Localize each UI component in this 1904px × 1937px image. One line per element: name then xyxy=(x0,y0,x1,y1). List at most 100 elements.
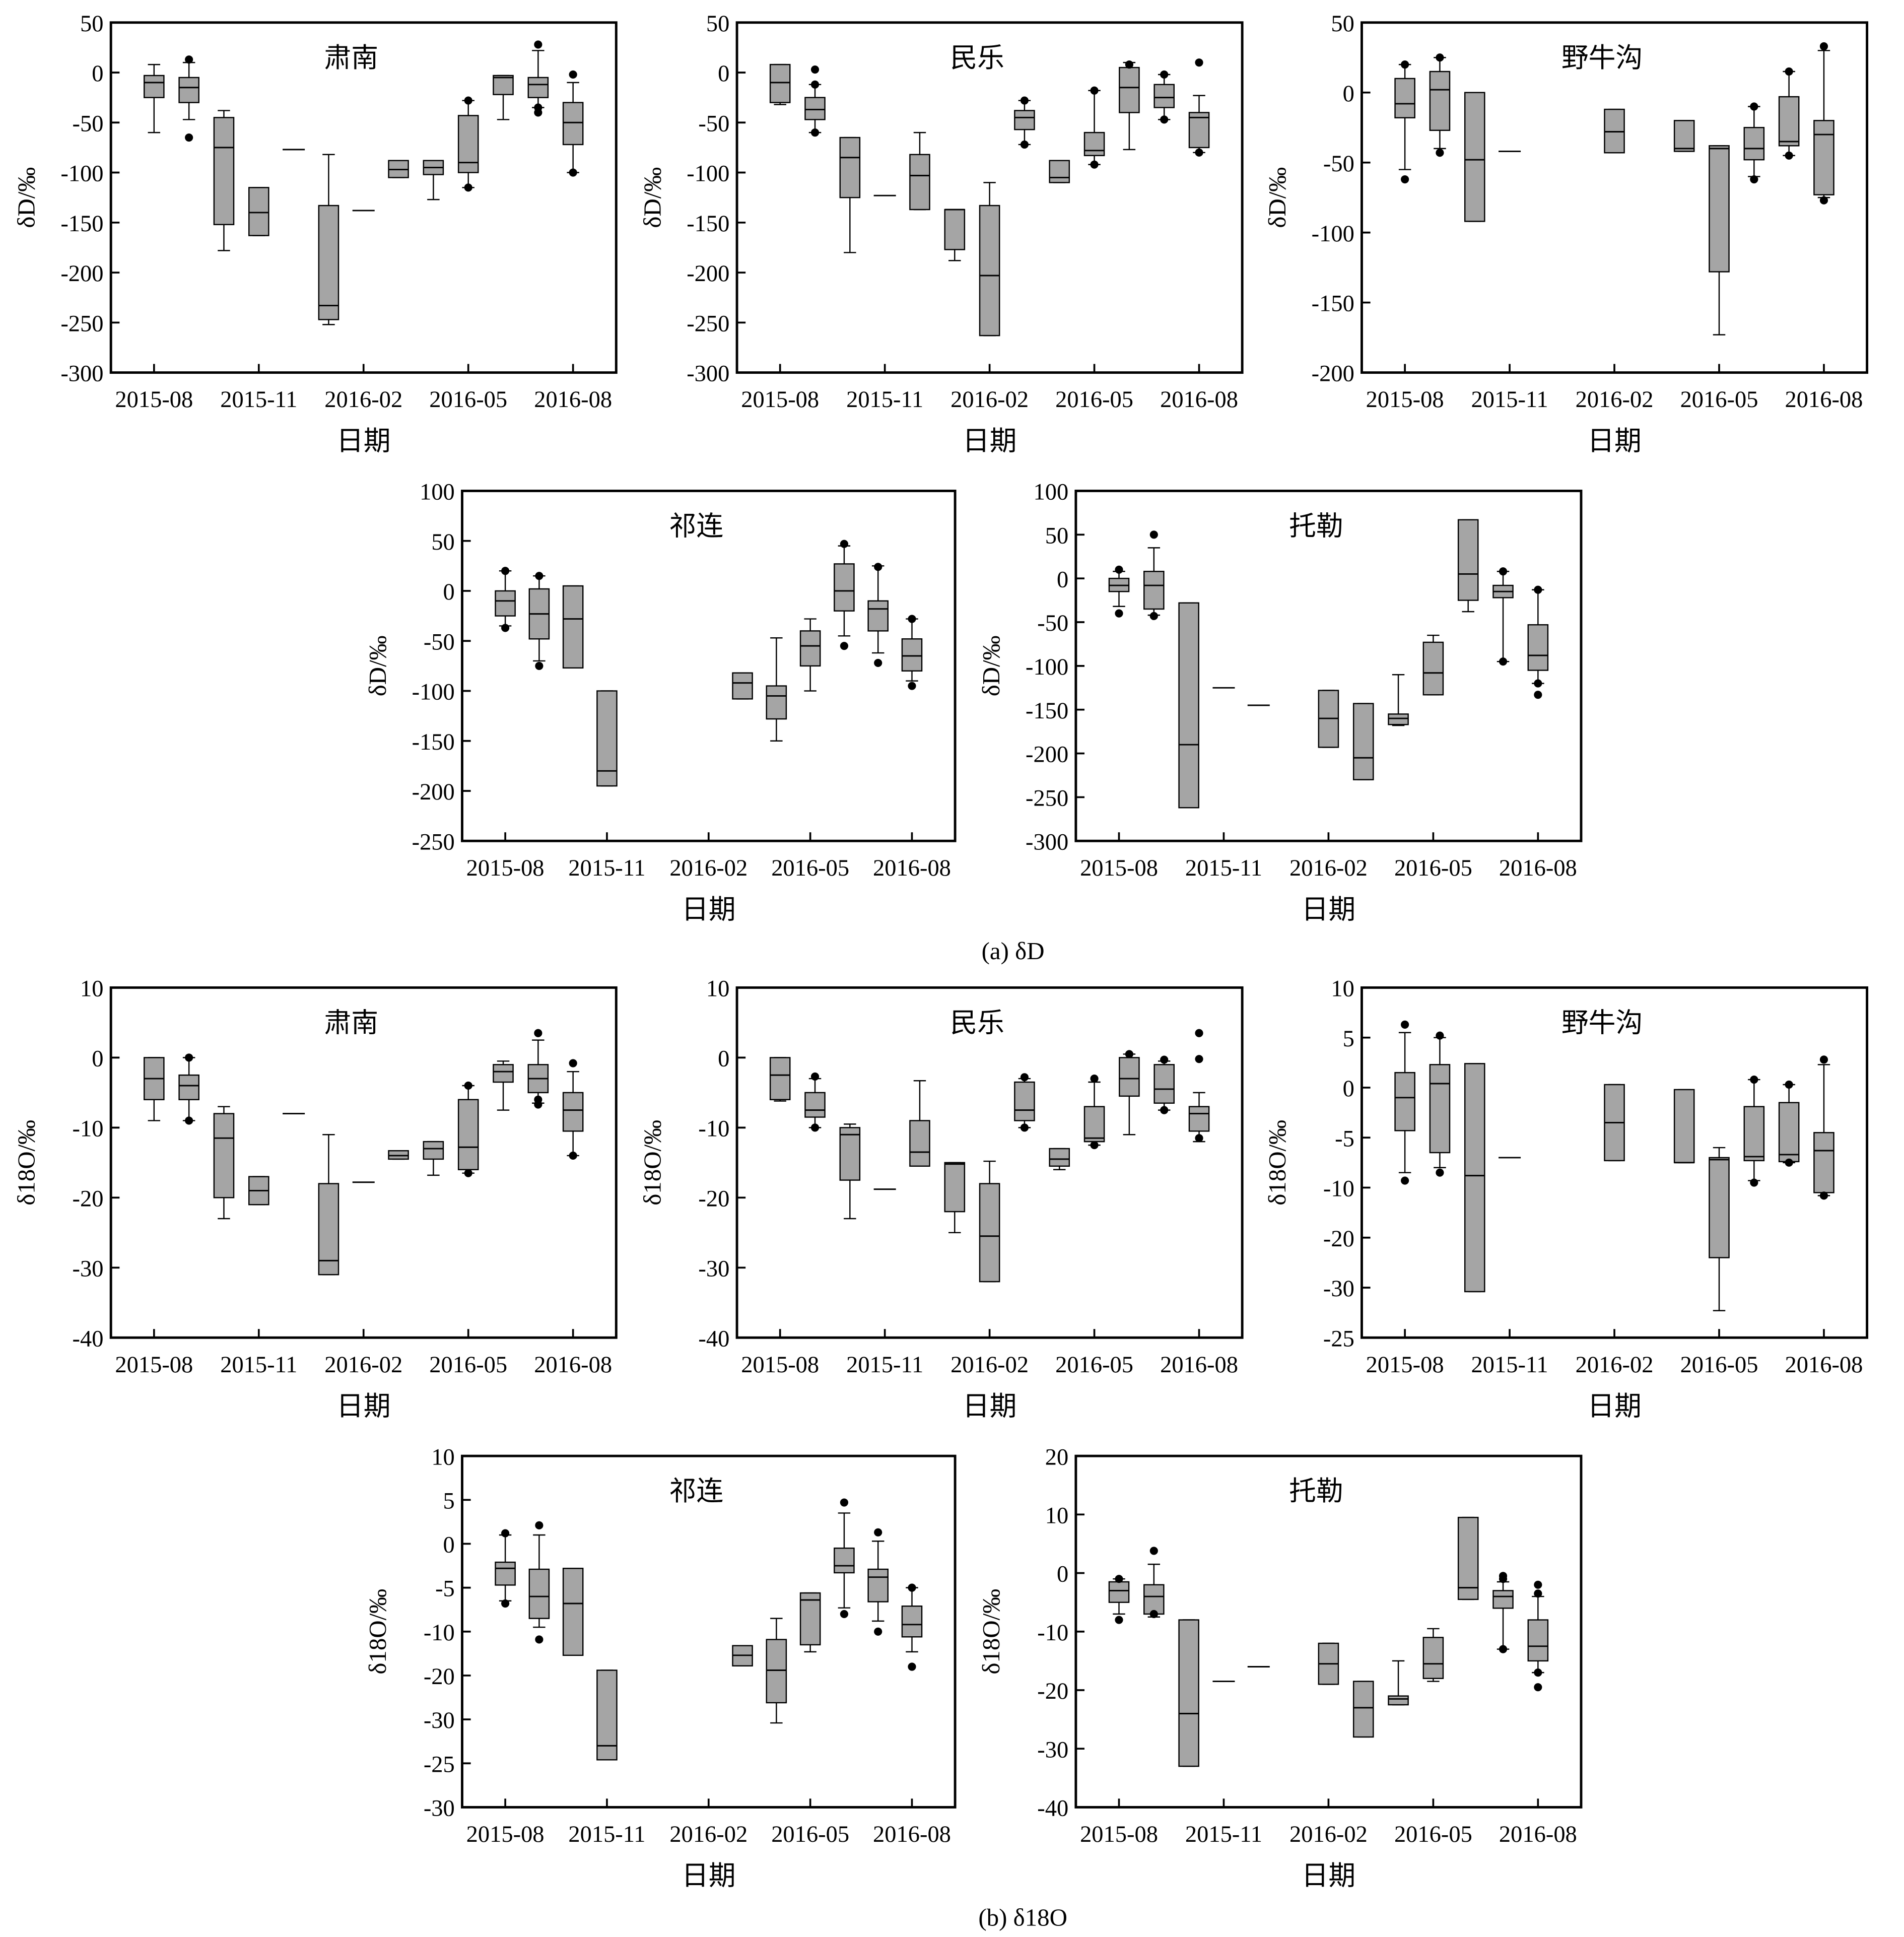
box-2015-11 xyxy=(248,1176,269,1206)
outlier-point xyxy=(1401,175,1409,184)
box-2016-04 xyxy=(1388,674,1409,726)
y-tick-label: -300 xyxy=(1026,829,1068,855)
outlier-point xyxy=(185,133,193,142)
box-iqr xyxy=(1083,1106,1105,1143)
outlier-point xyxy=(840,1498,848,1507)
outlier-point xyxy=(1750,102,1758,111)
box-2015-09 xyxy=(178,1053,199,1125)
box-2015-10 xyxy=(213,110,235,251)
box-2016-03 xyxy=(388,1150,409,1160)
box-2016-08 xyxy=(562,70,584,177)
box-iqr xyxy=(799,630,821,667)
box-2016-05 xyxy=(457,1081,479,1177)
outlier-point xyxy=(1125,1050,1133,1058)
outlier-point xyxy=(874,563,882,571)
x-tick-label: 2015-11 xyxy=(1471,387,1548,413)
y-tick-label: -200 xyxy=(1312,361,1354,387)
outlier-point xyxy=(1195,148,1203,157)
box-2016-06 xyxy=(493,75,514,120)
box-2016-01 xyxy=(944,209,966,261)
x-tick-label: 2016-05 xyxy=(1055,387,1133,413)
box-iqr xyxy=(596,1669,618,1761)
y-tick-label: 0 xyxy=(718,1046,729,1072)
box-iqr xyxy=(178,77,199,103)
panel-title: 野牛沟 xyxy=(1561,1008,1643,1038)
box-2015-08 xyxy=(769,63,791,105)
y-tick-label: -250 xyxy=(1026,786,1068,812)
box-iqr xyxy=(769,1057,791,1100)
y-tick-label: 0 xyxy=(1343,81,1354,107)
outlier-point xyxy=(1499,657,1508,666)
box-iqr xyxy=(1153,84,1175,108)
y-tick-label: -150 xyxy=(60,211,103,237)
x-tick-label: 2016-02 xyxy=(669,1822,747,1847)
box-2016-07 xyxy=(1153,1055,1175,1114)
box-iqr xyxy=(1464,1063,1485,1293)
y-tick-label: -150 xyxy=(1026,698,1068,724)
box-2016-08 xyxy=(1813,1055,1834,1200)
y-tick-label: 50 xyxy=(80,11,103,37)
y-tick-label: 10 xyxy=(706,976,729,1002)
outlier-point xyxy=(1534,1683,1542,1692)
box-iqr xyxy=(1352,703,1374,780)
box-2016-04 xyxy=(423,160,444,201)
box-2015-08 xyxy=(1108,565,1130,618)
boxplot-panel-4: 100 50 0 -50 -100 -150 -200 -250 2015-08 2015-11 2… xyxy=(364,480,957,924)
plot-frame xyxy=(109,21,618,374)
outlier-point xyxy=(1115,565,1123,574)
box-2016-08 xyxy=(1527,1580,1549,1692)
outlier-point xyxy=(569,1059,577,1067)
x-axis-label: 日期 xyxy=(336,1391,391,1421)
x-tick-label: 2016-08 xyxy=(1499,855,1577,881)
x-tick-label: 2016-02 xyxy=(324,387,402,413)
x-tick-label: 2016-08 xyxy=(534,1352,612,1378)
box-iqr xyxy=(909,1120,930,1167)
box-iqr xyxy=(766,1639,787,1704)
x-tick-label: 2016-05 xyxy=(1394,1822,1472,1847)
outlier-point xyxy=(501,1599,510,1608)
outlier-point xyxy=(874,1627,882,1636)
box-2016-07 xyxy=(867,1528,889,1636)
box-iqr xyxy=(1014,1081,1035,1121)
outlier-point xyxy=(569,168,577,177)
x-tick-label: 2016-02 xyxy=(1289,1822,1368,1847)
y-tick-label: -40 xyxy=(1037,1796,1068,1822)
y-tick-label: -50 xyxy=(73,111,104,137)
x-axis-label: 日期 xyxy=(682,894,736,924)
outlier-point xyxy=(569,1151,577,1160)
box-iqr xyxy=(562,585,584,669)
box-2016-03 xyxy=(1014,1073,1035,1132)
box-iqr xyxy=(562,1092,584,1132)
box-iqr xyxy=(944,1162,966,1213)
box-2016-02 xyxy=(1318,1642,1339,1685)
box-iqr xyxy=(493,75,514,95)
box-iqr xyxy=(834,1547,855,1574)
box-2016-02 xyxy=(1318,690,1339,748)
outlier-point xyxy=(810,1072,820,1081)
y-axis-label: δ18O/‰ xyxy=(13,1120,40,1206)
box-iqr xyxy=(979,205,1000,337)
box-2016-08 xyxy=(562,1059,584,1160)
outlier-point xyxy=(1785,1158,1793,1167)
box-iqr xyxy=(495,590,516,617)
x-tick-label: 2015-11 xyxy=(846,1352,923,1378)
x-axis-label: 日期 xyxy=(1587,426,1642,456)
box-iqr xyxy=(1429,71,1451,131)
box-iqr xyxy=(493,1064,514,1083)
y-tick-label: -50 xyxy=(424,629,455,655)
box-2016-08 xyxy=(1527,585,1549,699)
y-tick-label: -10 xyxy=(1323,1176,1354,1202)
x-tick-label: 2016-05 xyxy=(771,1822,849,1847)
box-2016-05 xyxy=(1422,1628,1444,1682)
y-tick-label: -250 xyxy=(60,311,103,337)
box-2016-05 xyxy=(1083,1075,1105,1150)
box-iqr xyxy=(1049,1148,1070,1167)
plot-frame xyxy=(1074,489,1583,842)
outlier-point xyxy=(1534,691,1542,699)
y-tick-label: -25 xyxy=(424,1752,455,1777)
y-tick-label: -100 xyxy=(687,161,729,187)
y-tick-label: -10 xyxy=(424,1620,455,1646)
box-iqr xyxy=(495,1561,516,1586)
box-2015-10 xyxy=(1178,602,1199,809)
